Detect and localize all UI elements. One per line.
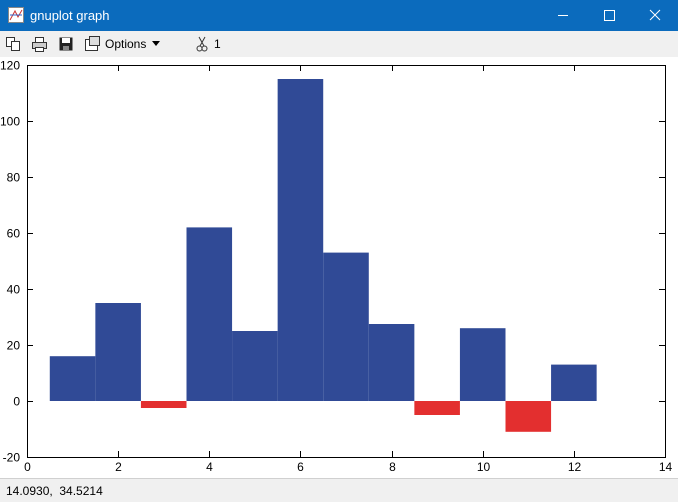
minimize-button[interactable] [540, 0, 586, 31]
status-bar: 14.0930, 34.5214 [0, 478, 678, 502]
y-tick-label: 20 [7, 339, 21, 353]
x-tick-label: 0 [24, 460, 31, 474]
maximize-button[interactable] [586, 0, 632, 31]
y-tick-label: 100 [0, 115, 20, 129]
options-icon[interactable] [84, 36, 102, 52]
bar [186, 227, 233, 401]
bar [232, 331, 278, 401]
y-tick-label: 0 [13, 395, 20, 409]
x-tick-label: 10 [477, 460, 491, 474]
x-tick-label: 14 [659, 460, 673, 474]
bar [551, 364, 597, 401]
x-tick-label: 2 [115, 460, 122, 474]
toolbar-number[interactable]: 1 [214, 37, 221, 51]
bar [414, 401, 460, 415]
y-tick-label: -20 [3, 451, 21, 465]
scissors-icon[interactable] [196, 36, 208, 52]
y-tick-label: 60 [7, 227, 21, 241]
bar [95, 303, 141, 401]
bar [277, 79, 324, 401]
x-tick-label: 4 [206, 460, 213, 474]
bar [368, 324, 415, 401]
window-title: gnuplot graph [30, 8, 110, 23]
toolbar: Options 1 [0, 31, 678, 57]
copy-button[interactable] [5, 36, 21, 52]
bar [49, 356, 96, 401]
bar [323, 252, 369, 401]
print-button[interactable] [31, 36, 47, 52]
bar [459, 328, 506, 401]
close-button[interactable] [632, 0, 678, 31]
title-bar: gnuplot graph [0, 0, 678, 31]
x-tick-label: 8 [389, 460, 396, 474]
status-text: 14.0930, 34.5214 [6, 484, 103, 498]
x-tick-label: 12 [568, 460, 582, 474]
dropdown-arrow[interactable] [152, 41, 160, 47]
options-menu[interactable]: Options [105, 37, 147, 51]
plot-border [27, 65, 666, 458]
y-tick-label: 80 [7, 171, 21, 185]
bar [140, 401, 187, 408]
x-tick-label: 6 [297, 460, 304, 474]
y-tick-label: 40 [7, 283, 21, 297]
y-tick-label: 120 [0, 59, 20, 73]
save-button[interactable] [58, 36, 74, 52]
app-icon [8, 7, 24, 23]
bar [505, 401, 552, 432]
